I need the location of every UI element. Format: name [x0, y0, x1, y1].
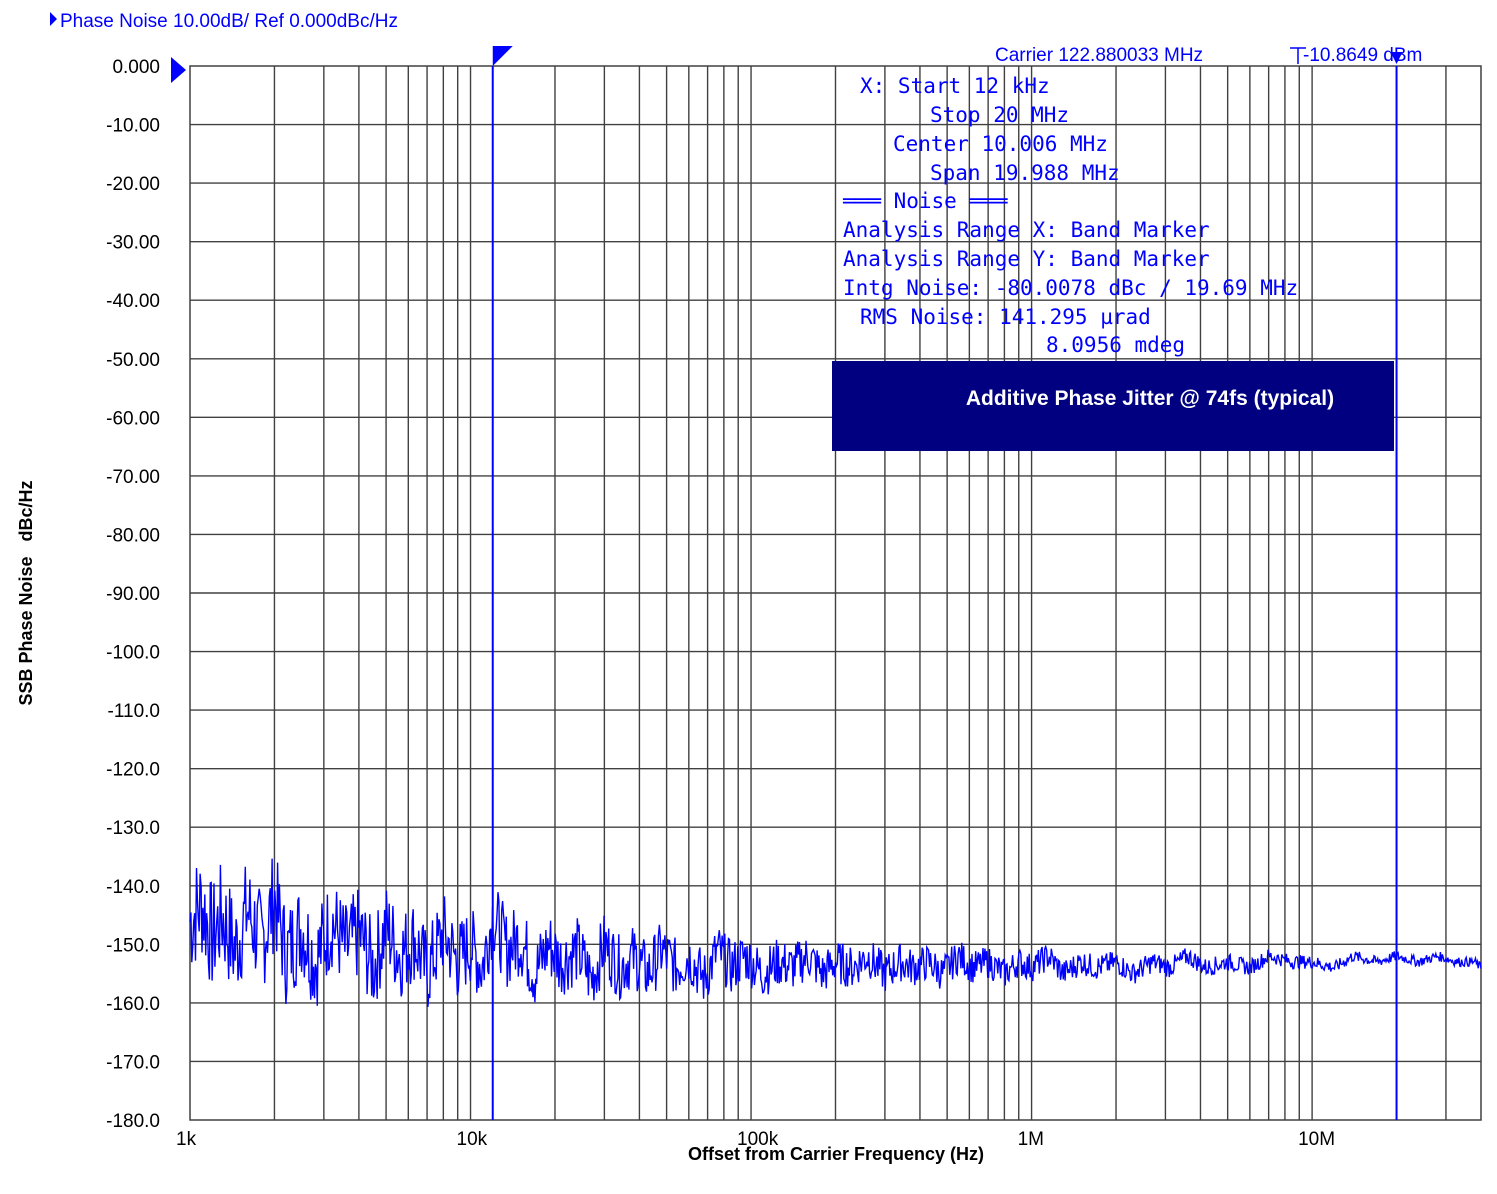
y-tick-label: -50.00	[106, 350, 160, 371]
plot-frame	[189, 65, 1482, 1121]
x-tick-label: 1k	[176, 1129, 197, 1150]
jitter-annotation-text: Additive Phase Jitter @ 74fs (typical)	[966, 387, 1334, 410]
marker-readout: X: Start 12 kHz Stop 20 MHz Center 10.00…	[842, 74, 1298, 357]
x-tick-label: 10k	[457, 1129, 488, 1150]
readout-intg-noise: Intg Noise: -80.0078 dBc / 19.69 MHz	[843, 276, 1298, 300]
y-tick-label: -20.00	[106, 174, 160, 195]
y-tick-label: -110.0	[108, 701, 160, 722]
phase-noise-trace	[189, 858, 1482, 1007]
readout-start: X: Start 12 kHz	[860, 74, 1050, 98]
y-tick-label: -130.0	[106, 818, 160, 839]
readout-center: Center 10.006 MHz	[893, 132, 1108, 156]
y-tick-label: -150.0	[106, 935, 160, 956]
x-axis-title: Offset from Carrier Frequency (Hz)	[688, 1144, 984, 1164]
y-tick-label: -60.00	[106, 408, 160, 429]
y-tick-label: -180.0	[106, 1111, 160, 1132]
y-tick-label: -40.00	[106, 291, 160, 312]
y-tick-label: -10.00	[106, 116, 160, 137]
y-tick-label: -70.00	[106, 467, 160, 488]
y-tick-label: -120.0	[106, 760, 160, 781]
chart-header: Phase Noise 10.00dB/ Ref 0.000dBc/Hz	[60, 11, 398, 32]
y-tick-label: -140.0	[106, 877, 160, 898]
y-tick-label: -170.0	[106, 1052, 160, 1073]
y-axis-ticks: 0.000 -10.00 -20.00 -30.00 -40.00 -50.00 -60.0…	[106, 57, 160, 1132]
x-tick-label: 10M	[1298, 1129, 1335, 1150]
carrier-label: Carrier 122.880033 MHz	[995, 45, 1203, 66]
readout-range-y: Analysis Range Y: Band Marker	[843, 247, 1210, 271]
y-tick-label: -90.00	[106, 584, 160, 605]
y-tick-label: 0.000	[112, 57, 160, 78]
y-axis-title: SSB Phase Noise dBc/Hz	[16, 480, 36, 705]
readout-noise-header: ═══ Noise ═══	[842, 189, 1008, 213]
y-tick-label: -80.00	[106, 525, 160, 546]
y-tick-label: -30.00	[106, 233, 160, 254]
band-marker-flag-icon[interactable]	[492, 46, 513, 66]
readout-rms-noise: RMS Noise: 141.295 µrad	[860, 305, 1151, 329]
y-tick-label: -160.0	[106, 994, 160, 1015]
readout-stop: Stop 20 MHz	[930, 103, 1069, 127]
jitter-annotation-box	[832, 361, 1394, 451]
ref-level-icon	[1290, 47, 1306, 64]
y-tick-label: -100.0	[106, 643, 160, 664]
x-axis-ticks: 1k 10k 100k 1M 10M	[176, 1129, 1335, 1150]
readout-span: Span 19.988 MHz	[930, 161, 1120, 185]
header-arrow-icon	[50, 12, 57, 26]
band-marker-flag-icon[interactable]	[1390, 52, 1403, 64]
readout-range-x: Analysis Range X: Band Marker	[843, 218, 1210, 242]
x-tick-label: 100k	[737, 1129, 779, 1150]
carrier-power-label: -10.8649 dBm	[1303, 45, 1422, 66]
readout-rms-deg: 8.0956 mdeg	[1046, 333, 1185, 357]
x-tick-label: 1M	[1018, 1129, 1044, 1150]
ref-marker-icon	[171, 57, 186, 83]
